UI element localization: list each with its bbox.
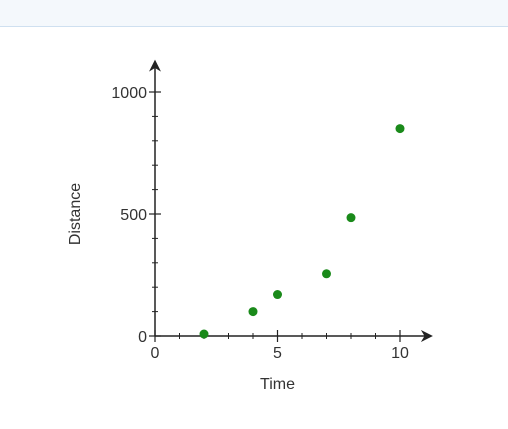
x-tick-label: 5 xyxy=(273,345,282,362)
y-tick-label: 500 xyxy=(120,207,147,224)
top-toolbar-strip xyxy=(0,0,508,27)
x-tick-label: 10 xyxy=(391,345,409,362)
x-tick-label: 0 xyxy=(151,345,160,362)
y-axis-label: Distance xyxy=(67,183,84,245)
data-points xyxy=(199,124,405,339)
y-tick-label: 1000 xyxy=(111,85,147,102)
major-ticks xyxy=(149,91,401,342)
data-point xyxy=(273,290,282,300)
tick-labels: 0 5 10 0 500 1000 xyxy=(111,85,409,362)
y-tick-label: 0 xyxy=(138,329,147,346)
data-point xyxy=(346,213,356,223)
data-point xyxy=(322,269,331,279)
data-point xyxy=(395,124,405,134)
x-axis-label: Time xyxy=(260,376,295,393)
data-point xyxy=(199,329,209,339)
data-point xyxy=(248,307,258,317)
